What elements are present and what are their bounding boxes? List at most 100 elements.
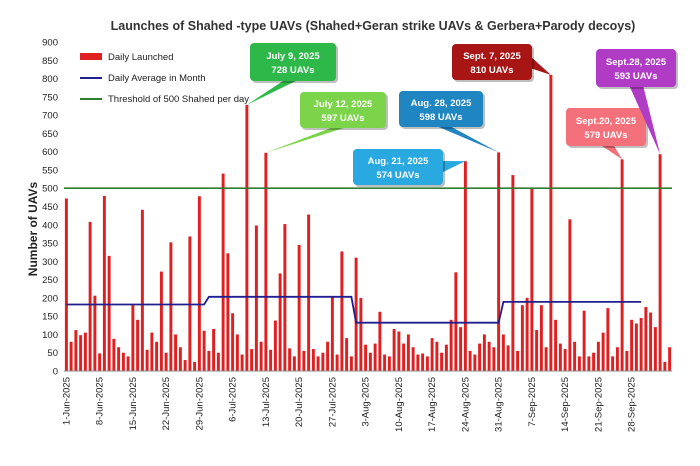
callout-date: Aug. 21, 2025 [368,156,429,167]
callout-box [399,91,483,127]
callout-value: 574 UAVs [376,170,419,181]
bar [126,356,130,371]
callout-pointer [629,85,661,155]
bar [316,356,320,371]
bar [425,356,429,371]
callout-pointer [530,56,551,75]
callout-value: 598 UAVs [419,112,462,123]
bar [530,188,534,371]
bar [193,361,197,371]
bars [64,74,672,372]
callout-box [596,49,676,87]
bar [644,307,648,371]
y-tick-label: 0 [53,367,58,378]
bar [563,349,567,371]
bar [544,347,548,371]
y-tick-label: 300 [42,257,58,268]
bar [259,341,263,371]
bar [74,330,78,371]
bar [378,311,382,371]
y-tick-label: 750 [42,92,58,103]
y-tick-label: 250 [42,275,58,286]
bar [212,328,216,371]
bar [587,356,591,371]
bar [653,327,657,371]
bar [577,356,581,371]
y-tick-label: 700 [42,111,58,122]
y-tick-label: 400 [42,220,58,231]
bar [164,352,168,371]
bar [330,296,334,371]
bar [625,350,629,371]
x-tick-label: 6-Jul-2025 [228,377,239,422]
bar [416,354,420,371]
x-tick-label: 7-Sep-2025 [527,377,538,427]
bar [107,255,111,371]
callout-pointer [265,126,350,153]
bar [497,152,501,371]
bar [221,173,225,371]
callout: Sept.28, 2025 593 UAVs [596,49,678,155]
bar [302,350,306,371]
bar [335,354,339,371]
x-tick-label: 17-Aug-2025 [427,377,438,432]
bar [240,354,244,371]
bar [264,152,268,371]
x-tick-label: 15-Jun-2025 [128,377,139,430]
legend-swatch-daily [80,53,102,60]
bar [535,330,539,371]
bar [88,221,92,371]
bar [482,334,486,371]
callout-value: 579 UAVs [584,130,627,141]
callout-box [300,92,386,128]
bar [478,343,482,371]
y-axis-label: Number of UAVs [26,181,40,276]
bar [159,271,163,371]
x-tick-label: 8-Jun-2025 [95,377,106,425]
bar [649,312,653,371]
callout: Aug. 28, 2025 598 UAVs [399,91,499,153]
bar [658,154,662,371]
bar [368,352,372,371]
bar [364,344,368,371]
bar [207,350,211,371]
y-tick-label: 450 [42,202,58,213]
bar [349,356,353,371]
bar [269,349,273,371]
callout-pointer [246,79,300,105]
y-tick-label: 150 [42,312,58,323]
callout-date: Aug. 28, 2025 [411,98,472,109]
callout-box [250,43,336,81]
y-tick-label: 800 [42,74,58,85]
bar [83,332,87,371]
bar [98,353,102,371]
bar [117,347,121,371]
callout-value: 597 UAVs [321,113,364,124]
y-tick-label: 550 [42,165,58,176]
bar [292,356,296,371]
callout: July 12, 2025 597 UAVs [265,92,388,153]
bar [397,331,401,371]
callout: Aug. 21, 2025 574 UAVs [353,149,466,187]
y-tick-label: 850 [42,56,58,67]
bar [79,335,83,371]
bar [634,323,638,371]
bar [136,319,140,371]
bar [606,308,610,371]
bar [131,305,135,371]
bar [383,354,387,371]
bar [273,320,277,371]
bar [473,354,477,371]
y-tick-label: 100 [42,330,58,341]
bar [254,225,258,371]
bar [278,273,282,371]
callout: Sept. 7, 2025 810 UAVs [452,44,551,82]
legend: Daily Launched Daily Average in Month Thre… [80,52,249,105]
callout-date: July 9, 2025 [266,51,320,62]
bar [582,310,586,371]
bar [226,253,230,371]
bar [487,341,491,371]
bar [231,313,235,371]
bar [245,104,249,372]
